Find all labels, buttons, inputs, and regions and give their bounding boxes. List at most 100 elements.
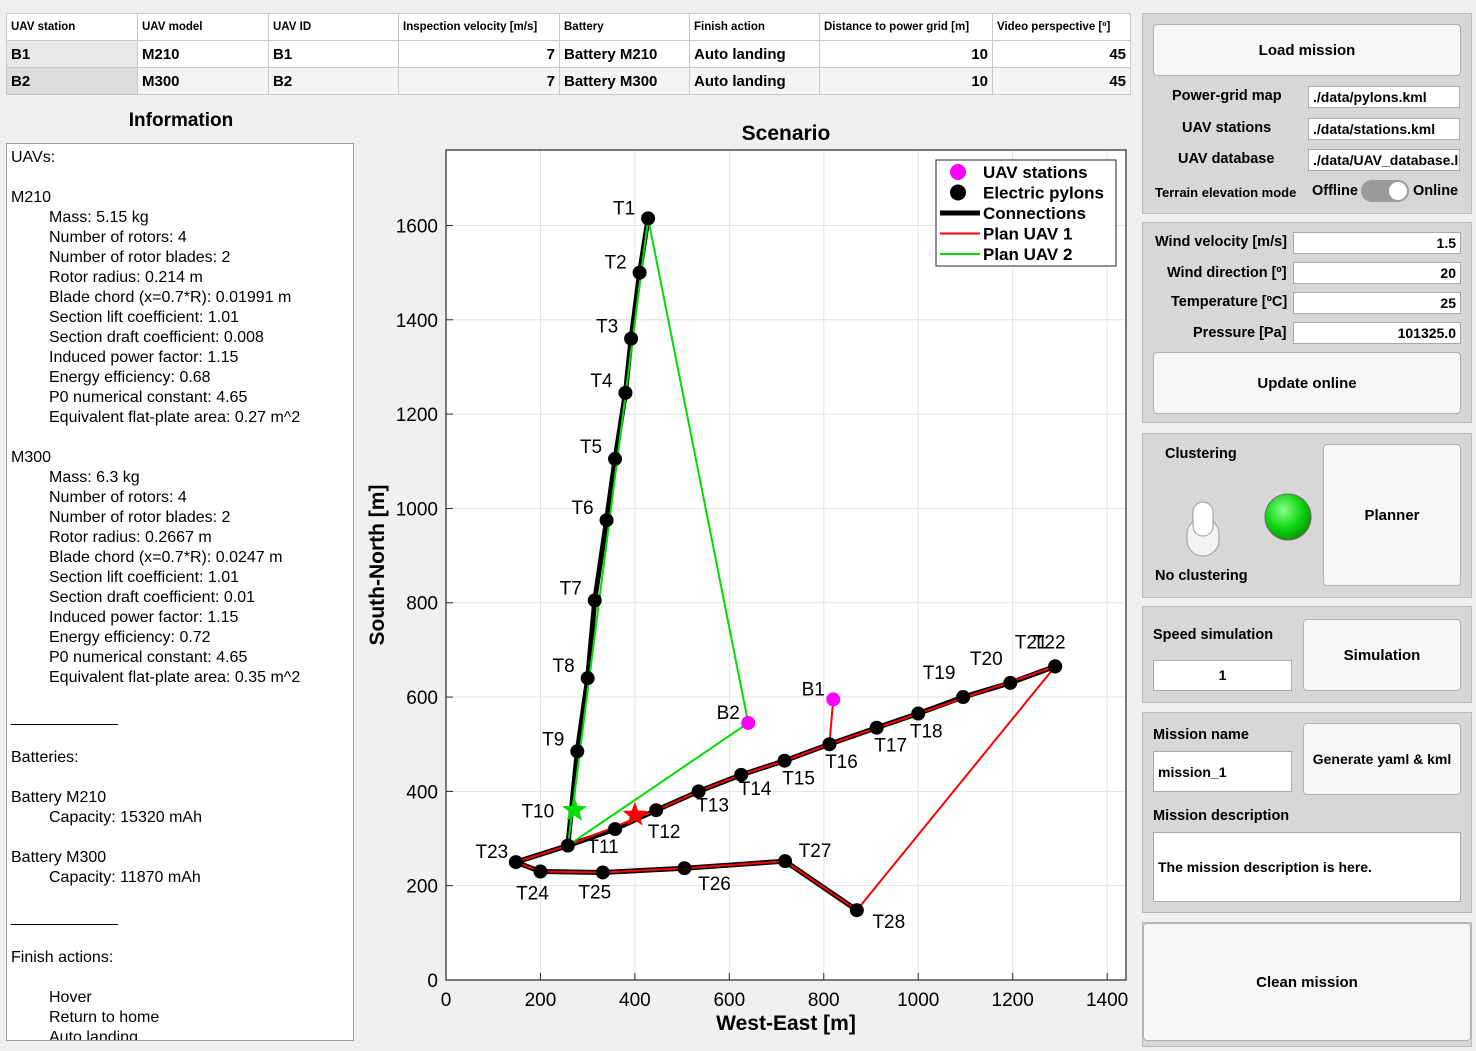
cell-battery[interactable]: Battery M300	[559, 67, 690, 95]
generate-yaml-kml-button[interactable]: Generate yaml & kml	[1303, 723, 1461, 795]
legend-label: Plan UAV 1	[983, 225, 1072, 244]
info-line: UAVs:	[11, 149, 56, 166]
wind-direction-field[interactable]: 20	[1293, 262, 1461, 284]
pylon-point	[595, 865, 610, 880]
pylon-point	[1048, 659, 1063, 674]
x-tick-label: 1400	[1086, 990, 1128, 1011]
info-line: Auto landing	[49, 1029, 138, 1041]
cell-battery[interactable]: Battery M210	[559, 40, 690, 68]
chart-title: Scenario	[742, 122, 831, 145]
clean-mission-button[interactable]: Clean mission	[1143, 923, 1471, 1041]
cell-distance[interactable]: 10	[819, 40, 993, 68]
y-tick-label: 0	[427, 971, 438, 992]
info-line: Number of rotor blades: 2	[49, 509, 231, 526]
scenario-chart: 0 200 400 600 800 1000 1200 1400 0 200 400 600 800 10…	[366, 122, 1128, 1035]
pylon-point	[580, 671, 595, 686]
uav-database-label: UAV database	[1178, 151, 1275, 167]
cell-uav-model[interactable]: M300	[137, 67, 269, 95]
table-row[interactable]: B1 M210 B1 7 Battery M210 Auto landing 1…	[6, 40, 1131, 68]
header-inspection-velocity[interactable]: Inspection velocity [m/s]	[398, 13, 560, 41]
cell-uav-station[interactable]: B2	[6, 67, 138, 95]
terrain-elevation-toggle[interactable]	[1361, 180, 1409, 202]
toggle-knob	[1389, 182, 1407, 200]
pylon-point	[632, 265, 647, 280]
legend-marker-pylons	[950, 184, 966, 201]
pylon-label: T16	[825, 752, 858, 773]
header-finish-action[interactable]: Finish action	[689, 13, 820, 41]
mission-description-field[interactable]: The mission description is here.	[1153, 832, 1461, 902]
y-tick-label: 1400	[396, 311, 438, 332]
cell-uav-model[interactable]: M210	[137, 40, 269, 68]
info-line: Energy efficiency: 0.72	[49, 629, 211, 646]
uav-stations-field[interactable]: ./data/stations.kml	[1308, 118, 1460, 140]
load-mission-button[interactable]: Load mission	[1153, 24, 1461, 76]
cell-video-perspective[interactable]: 45	[992, 40, 1131, 68]
clustering-switch-icon[interactable]	[1183, 498, 1223, 560]
pressure-field[interactable]: 101325.0	[1293, 322, 1461, 344]
cell-video-perspective[interactable]: 45	[992, 67, 1131, 95]
info-line: Section lift coefficient: 1.01	[49, 569, 240, 586]
wind-velocity-field[interactable]: 1.5	[1293, 232, 1461, 254]
pylon-label: T4	[590, 371, 613, 392]
info-line	[11, 168, 349, 188]
cell-uav-station[interactable]: B1	[6, 40, 138, 68]
pylon-point	[618, 385, 633, 400]
simulation-button[interactable]: Simulation	[1303, 619, 1461, 691]
update-online-button[interactable]: Update online	[1153, 352, 1461, 414]
cell-inspection-velocity[interactable]: 7	[398, 67, 560, 95]
plan-uav2-line	[566, 218, 750, 848]
information-textarea[interactable]: UAVs: M210 Mass: 5.15 kg Number of rotors: …	[6, 143, 354, 1041]
clustering-label: Clustering	[1165, 446, 1237, 462]
pylon-label: T18	[910, 722, 943, 743]
cell-uav-id[interactable]: B2	[268, 67, 399, 95]
station-point	[741, 715, 756, 730]
pylon-point	[956, 690, 971, 705]
pylon-point	[570, 744, 585, 759]
info-line: Mass: 5.15 kg	[49, 209, 149, 226]
pylon-label: T6	[571, 498, 593, 519]
cell-distance[interactable]: 10	[819, 67, 993, 95]
pylon-label: T28	[872, 912, 905, 933]
info-line: P0 numerical constant: 4.65	[49, 649, 248, 666]
y-tick-label: 200	[406, 877, 438, 898]
info-line: Number of rotors: 4	[49, 489, 187, 506]
pylon-point	[608, 451, 623, 466]
header-uav-station[interactable]: UAV station	[6, 13, 138, 41]
info-line: Return to home	[49, 1009, 160, 1026]
power-grid-map-field[interactable]: ./data/pylons.kml	[1308, 86, 1460, 108]
x-tick-label: 600	[713, 990, 745, 1011]
header-video-perspective[interactable]: Video perspective [º]	[992, 13, 1131, 41]
speed-simulation-field[interactable]: 1	[1153, 660, 1292, 691]
pylon-point	[533, 864, 548, 879]
pylon-point	[641, 211, 656, 226]
pylon-point	[624, 331, 639, 346]
cell-finish-action[interactable]: Auto landing	[689, 67, 820, 95]
header-uav-id[interactable]: UAV ID	[268, 13, 399, 41]
info-line: M300	[11, 449, 52, 466]
planner-button[interactable]: Planner	[1323, 444, 1461, 586]
info-line	[11, 928, 349, 948]
uav-database-field[interactable]: ./data/UAV_database.l	[1308, 149, 1460, 171]
cell-finish-action[interactable]: Auto landing	[689, 40, 820, 68]
temperature-label: Temperature [ºC]	[1171, 294, 1288, 310]
header-distance[interactable]: Distance to power grid [m]	[819, 13, 993, 41]
header-uav-model[interactable]: UAV model	[137, 13, 269, 41]
info-line: Blade chord (x=0.7*R): 0.01991 m	[49, 289, 292, 306]
mission-name-field[interactable]: mission_1	[1153, 751, 1292, 792]
table-row[interactable]: B2 M300 B2 7 Battery M300 Auto landing 1…	[6, 67, 1131, 95]
info-line: Energy efficiency: 0.68	[49, 369, 211, 386]
information-title: Information	[128, 110, 234, 131]
uav-table[interactable]: UAV station UAV model UAV ID Inspection …	[6, 13, 1131, 95]
mission-description-label: Mission description	[1153, 808, 1290, 824]
temperature-field[interactable]: 25	[1293, 292, 1461, 314]
wind-direction-label: Wind direction [º]	[1167, 265, 1287, 281]
info-line: Induced power factor: 1.15	[49, 349, 239, 366]
header-battery[interactable]: Battery	[559, 13, 690, 41]
info-line: Section draft coefficient: 0.008	[49, 329, 264, 346]
legend-label: UAV stations	[983, 163, 1088, 182]
cell-inspection-velocity[interactable]: 7	[398, 40, 560, 68]
cell-uav-id[interactable]: B1	[268, 40, 399, 68]
pylon-label: T23	[476, 842, 509, 863]
pylon-label: T20	[970, 649, 1003, 670]
